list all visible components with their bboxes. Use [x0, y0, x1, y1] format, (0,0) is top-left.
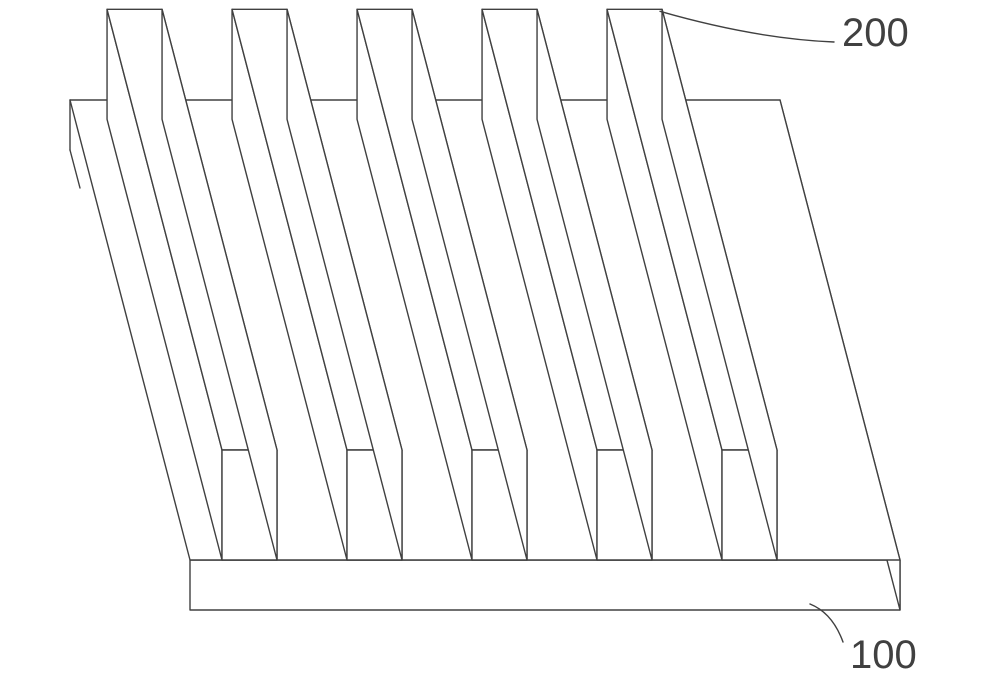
label-100: 100	[850, 633, 917, 677]
base-left-edge-down	[70, 150, 80, 188]
base-front-face	[190, 560, 900, 610]
heatsink-diagram: 200 100	[0, 0, 1000, 699]
leader-200	[660, 11, 834, 42]
label-200: 200	[842, 11, 909, 55]
